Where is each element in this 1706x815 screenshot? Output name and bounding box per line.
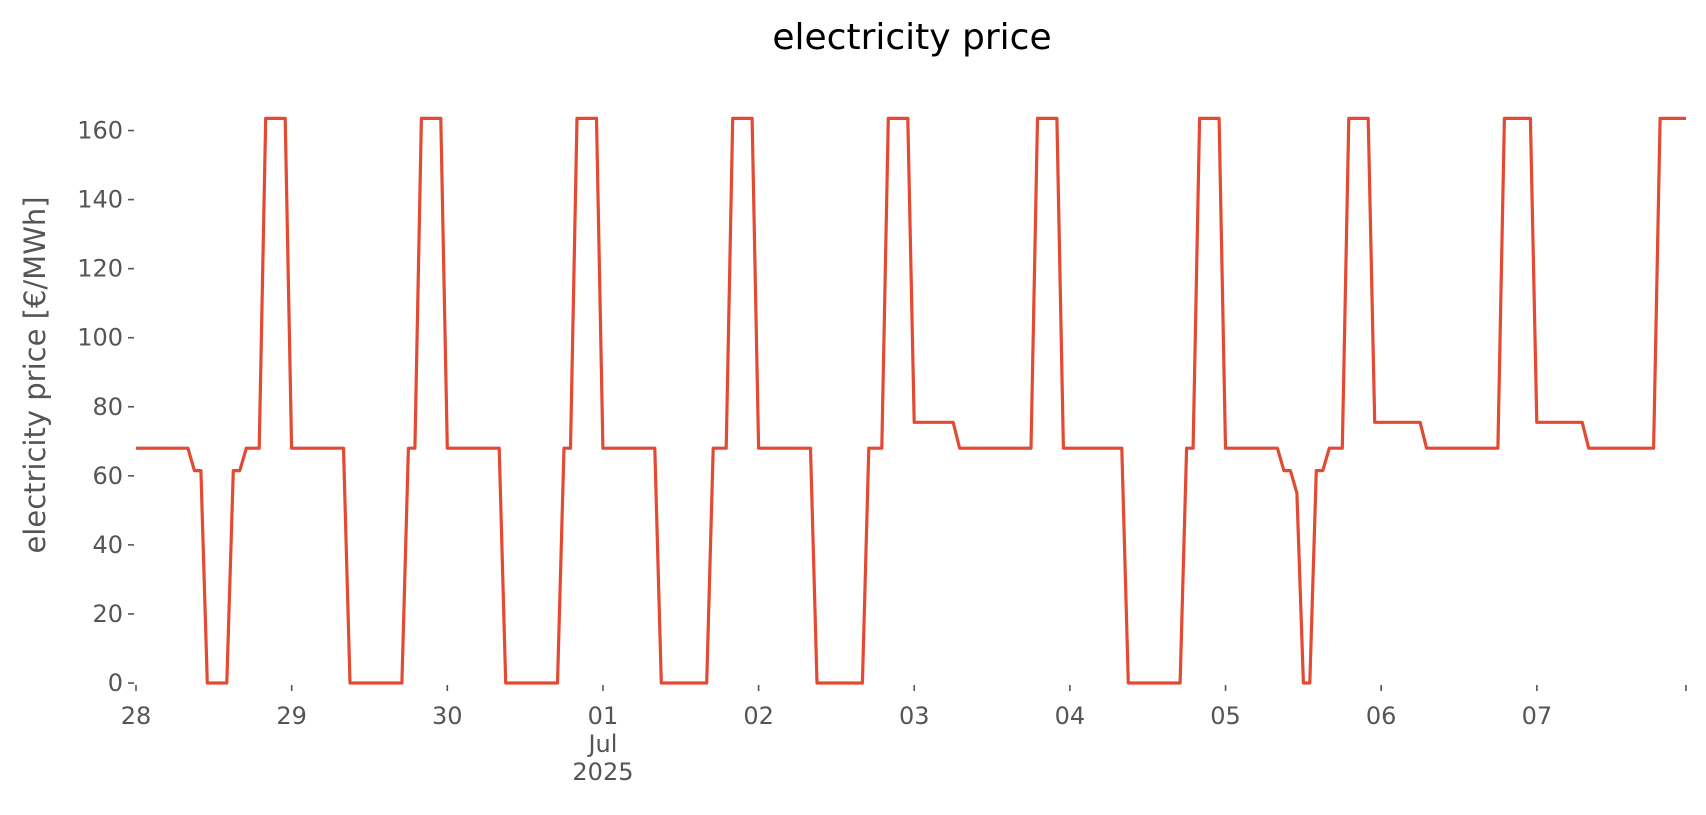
y-tick-label: 0 <box>108 669 123 697</box>
x-tick-label: 30 <box>432 702 463 730</box>
chart-title: electricity price <box>772 17 1051 58</box>
y-tick-label: 60 <box>92 462 123 490</box>
x-tick-label: 04 <box>1055 702 1086 730</box>
series-line-0 <box>136 116 1686 685</box>
y-axis: 0 20 40 60 80 100 120 140 160 <box>77 117 134 697</box>
y-tick-label: 160 <box>77 117 123 145</box>
x-tick-label: Jul <box>586 730 617 758</box>
x-tick-label: 01 <box>588 702 619 730</box>
y-tick-label: 120 <box>77 255 123 283</box>
y-axis-label: electricity price [€/MWh] <box>18 196 52 553</box>
x-tick-label: 29 <box>276 702 307 730</box>
x-tick-label: 2025 <box>572 758 633 786</box>
y-tick-label: 140 <box>77 186 123 214</box>
x-tick-label: 02 <box>743 702 774 730</box>
x-tick-label: 06 <box>1366 702 1397 730</box>
y-tick-label: 80 <box>92 393 123 421</box>
y-tick-label: 100 <box>77 324 123 352</box>
plot-area <box>136 116 1686 685</box>
y-tick-label: 40 <box>92 531 123 559</box>
x-tick-label: 28 <box>121 702 152 730</box>
x-tick-label: 03 <box>899 702 930 730</box>
x-tick-label: 07 <box>1522 702 1553 730</box>
x-tick-label: 05 <box>1210 702 1241 730</box>
y-tick-label: 20 <box>92 600 123 628</box>
